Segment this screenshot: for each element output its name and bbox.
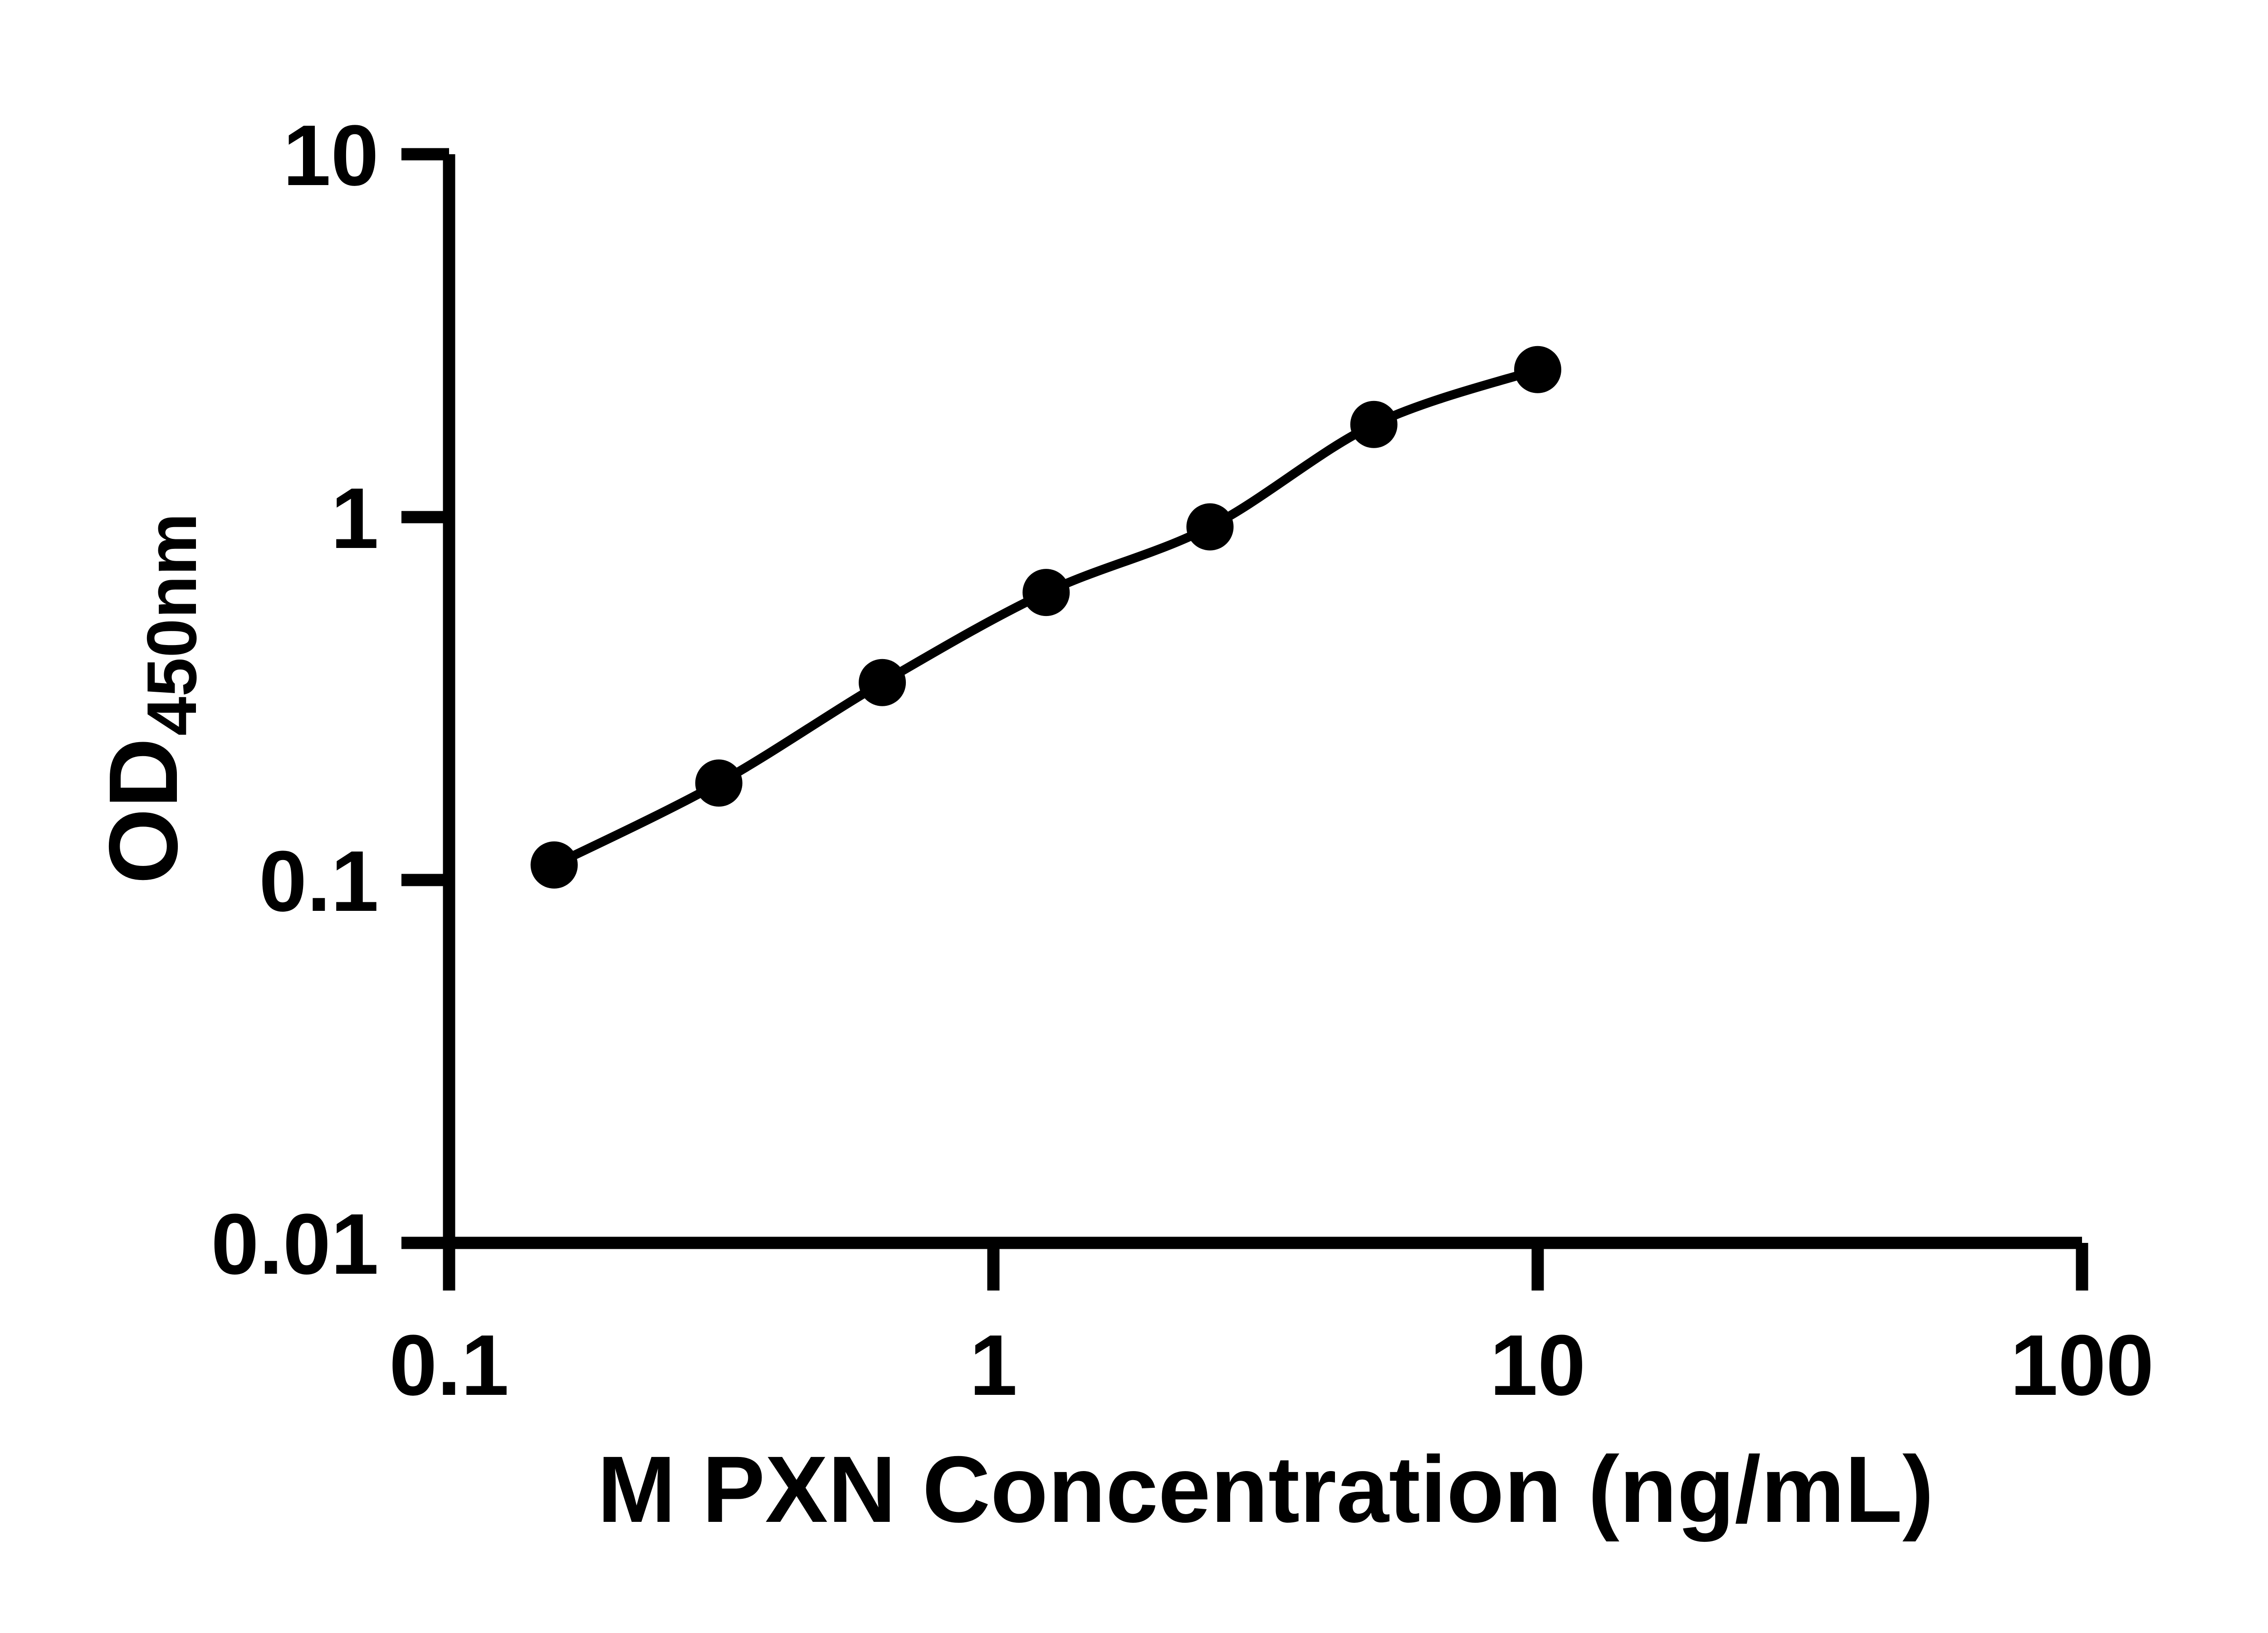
y-tick-label: 0.1 xyxy=(259,833,379,929)
data-point xyxy=(1022,569,1070,616)
data-point xyxy=(859,659,906,706)
y-tick-label: 1 xyxy=(331,470,379,567)
axis-frame xyxy=(443,154,2082,1249)
x-tick-label: 0.1 xyxy=(389,1317,509,1413)
y-tick-label: 10 xyxy=(283,108,379,204)
x-tick-label: 1 xyxy=(969,1317,1017,1413)
y-axis-title-subscript: 450nm xyxy=(132,513,211,736)
data-point xyxy=(530,841,578,889)
axis-ticks xyxy=(401,148,2088,1291)
x-tick-label: 100 xyxy=(2010,1317,2154,1413)
data-point xyxy=(1350,401,1398,448)
y-tick-label: 0.01 xyxy=(211,1196,379,1292)
data-series xyxy=(530,346,1561,889)
data-point xyxy=(1186,503,1234,551)
data-point xyxy=(695,759,743,807)
data-point xyxy=(1514,346,1561,393)
axes xyxy=(443,154,2082,1249)
y-axis-title-main: OD xyxy=(88,738,198,885)
x-tick-label: 10 xyxy=(1490,1317,1585,1413)
y-axis-title: OD 450nm xyxy=(88,513,211,884)
x-axis-title: M PXN Concentration (ng/mL) xyxy=(597,1437,1934,1542)
